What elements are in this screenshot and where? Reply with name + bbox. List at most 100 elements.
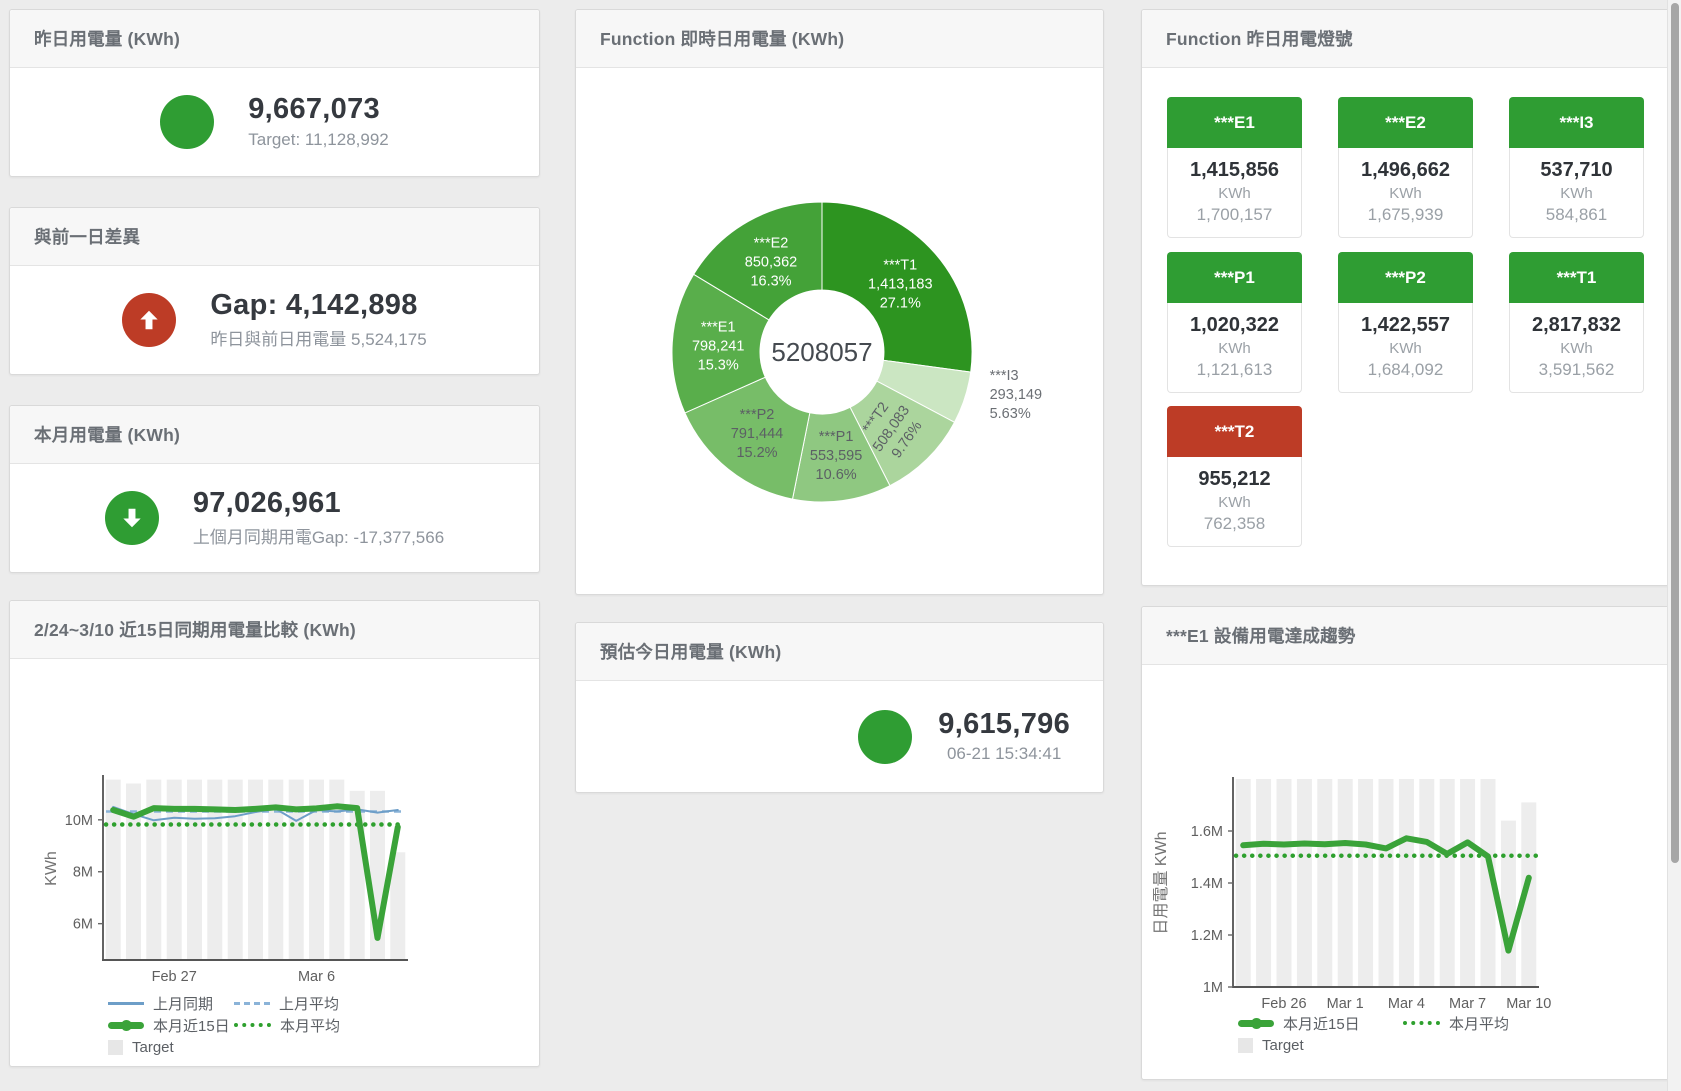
tile-unit: KWh <box>1560 340 1593 357</box>
target-bar <box>146 779 162 960</box>
tile-value: 537,710 <box>1540 159 1613 181</box>
legend-marker-dotted <box>1403 1021 1440 1025</box>
legend-item[interactable]: 上月同期 <box>108 993 234 1014</box>
y-axis-label: KWh <box>43 851 60 886</box>
tile-target: 584,861 <box>1545 205 1608 224</box>
tile-label: ***P1 <box>1167 252 1302 303</box>
x-axis-tick: Feb 26 <box>1261 996 1306 1012</box>
donut-center-total: 5208057 <box>771 337 872 367</box>
card-title: 2/24~3/10 近15日同期用電量比較 (KWh) <box>10 601 539 659</box>
series-line <box>1240 835 1532 954</box>
card-title: 預估今日用電量 (KWh) <box>576 623 1103 681</box>
target-bar <box>105 779 121 960</box>
tile-label: ***I3 <box>1509 97 1644 148</box>
donut-slice-E2[interactable] <box>693 201 823 321</box>
legend-marker-dashed <box>234 1001 270 1005</box>
legend-marker-thick <box>1238 1017 1274 1029</box>
scrollbar-track[interactable] <box>1667 0 1681 1091</box>
tile-value: 1,496,662 <box>1361 159 1450 181</box>
target-bar <box>1419 779 1435 987</box>
card-title: Function 即時日用電量 (KWh) <box>576 10 1103 68</box>
x-axis-tick: Mar 4 <box>1388 996 1425 1012</box>
donut-chart-canvas[interactable]: ***T1 1,413,183 27.1%***I3 293,149 5.63%***T… <box>576 68 1103 594</box>
tile-target: 3,591,562 <box>1538 360 1615 379</box>
legend-label: Target <box>1262 1036 1304 1054</box>
legend-label: 上月平均 <box>279 995 340 1013</box>
arrow-up-icon <box>122 293 177 347</box>
donut-slice-label: ***I3 293,149 5.63% <box>990 368 1042 422</box>
target-bar <box>1235 779 1251 987</box>
donut-slice-label: ***T1 1,413,183 27.1% <box>868 258 933 312</box>
kpi-subtext: Target: 11,128,992 <box>248 129 389 149</box>
tile-label: ***T1 <box>1509 252 1644 303</box>
donut-slice-label: ***E1 798,241 15.3% <box>692 319 744 373</box>
status-circle-icon <box>858 709 913 764</box>
donut-slice-P2[interactable] <box>684 376 811 500</box>
tile-value: 1,422,557 <box>1361 314 1450 336</box>
tile-label: ***E2 <box>1338 97 1473 148</box>
kpi-value: 9,667,073 <box>248 93 380 126</box>
x-axis-tick: Mar 1 <box>1327 996 1364 1012</box>
kpi-subtext: 昨日與前日用電量 5,524,175 <box>210 330 427 350</box>
target-bar <box>1480 779 1496 987</box>
card-e1-trend-chart: ***E1 設備用電達成趨勢 1.6M 1.4M 1.2M 1M Feb 26 Mar 1… <box>1141 606 1670 1080</box>
legend-marker-thick <box>108 1019 144 1031</box>
legend-item[interactable]: Target <box>1238 1037 1304 1054</box>
target-bar <box>1276 779 1292 987</box>
legend-item[interactable]: Target <box>108 1039 174 1056</box>
target-bar <box>1256 779 1272 987</box>
target-bar <box>1439 779 1455 987</box>
donut-slice-label: ***P2 791,444 15.2% <box>731 407 783 461</box>
legend-item[interactable]: 上月平均 <box>234 993 339 1014</box>
legend-item[interactable]: 本月平均 <box>234 1015 340 1036</box>
card-estimate-today: 預估今日用電量 (KWh) 9,615,796 06-21 15:34:41 <box>575 622 1104 793</box>
donut-slice-label: ***P1 553,595 10.6% <box>810 429 862 483</box>
tile-unit: KWh <box>1218 340 1251 357</box>
scrollbar-thumb[interactable] <box>1671 3 1679 863</box>
card-title: 與前一日差異 <box>10 208 539 266</box>
y-axis-tick: 1M <box>1203 980 1223 996</box>
status-tiles-grid: ***E1 1,415,856 KWh 1,700,157 ***E2 1,496,662… <box>1142 68 1669 585</box>
target-bar <box>1398 779 1414 987</box>
compare-chart-legend: 上月同期 上月平均本月近15日 本月平均 Target <box>108 992 340 1058</box>
legend-marker-box <box>108 1039 123 1055</box>
compare-chart-canvas[interactable]: 10M 8M 6M Feb 27 Mar 6 KWh <box>10 659 537 991</box>
legend-label: Target <box>132 1038 174 1056</box>
legend-marker-solid <box>108 1001 144 1005</box>
tile-unit: KWh <box>1560 185 1593 202</box>
legend-marker-dotted <box>234 1023 271 1027</box>
card-title: 本月用電量 (KWh) <box>10 406 539 464</box>
card-status-lights: Function 昨日用電燈號 ***E1 1,415,856 KWh 1,700,1… <box>1141 9 1670 586</box>
tile-value: 1,020,322 <box>1190 314 1279 336</box>
tile-label: ***E1 <box>1167 97 1302 148</box>
target-bar <box>309 779 324 960</box>
tile-unit: KWh <box>1218 494 1251 511</box>
trend-chart-legend: 本月近15日 本月平均 Target <box>1238 1012 1509 1056</box>
status-tile: ***P2 1,422,557 KWh 1,684,092 <box>1338 252 1473 393</box>
tile-target: 1,675,939 <box>1367 205 1444 224</box>
legend-label: 本月近15日 <box>1283 1015 1360 1033</box>
target-bar <box>227 779 243 960</box>
target-bar <box>126 783 141 960</box>
donut-slice-E1[interactable] <box>671 273 770 414</box>
target-bar <box>1317 779 1333 987</box>
legend-item[interactable]: 本月平均 <box>1403 1013 1509 1034</box>
y-axis-tick: 8M <box>73 865 93 881</box>
tile-unit: KWh <box>1218 185 1251 202</box>
status-circle-icon <box>160 95 215 149</box>
card-month-usage: 本月用電量 (KWh) 97,026,961 上個月同期用電Gap: -17,3… <box>9 405 540 573</box>
donut-slice-T1[interactable] <box>821 201 973 373</box>
status-tile: ***T1 2,817,832 KWh 3,591,562 <box>1509 252 1644 393</box>
kpi-timestamp: 06-21 15:34:41 <box>946 744 1062 764</box>
legend-item[interactable]: 本月近15日 <box>1238 1013 1403 1034</box>
card-realtime-donut: Function 即時日用電量 (KWh) ***T1 1,413,183 27.1… <box>575 9 1104 595</box>
y-axis-tick: 6M <box>73 917 93 933</box>
y-axis-tick: 1.4M <box>1191 876 1223 892</box>
target-bar <box>1296 779 1312 987</box>
target-bar <box>390 852 406 960</box>
status-tile: ***I3 537,710 KWh 584,861 <box>1509 97 1644 238</box>
tile-value: 955,212 <box>1198 468 1271 490</box>
x-axis-tick: Mar 10 <box>1506 996 1551 1012</box>
legend-item[interactable]: 本月近15日 <box>108 1015 234 1036</box>
trend-chart-canvas[interactable]: 1.6M 1.4M 1.2M 1M Feb 26 Mar 1 Mar 4 Mar 7 Mar 1… <box>1142 665 1669 1013</box>
